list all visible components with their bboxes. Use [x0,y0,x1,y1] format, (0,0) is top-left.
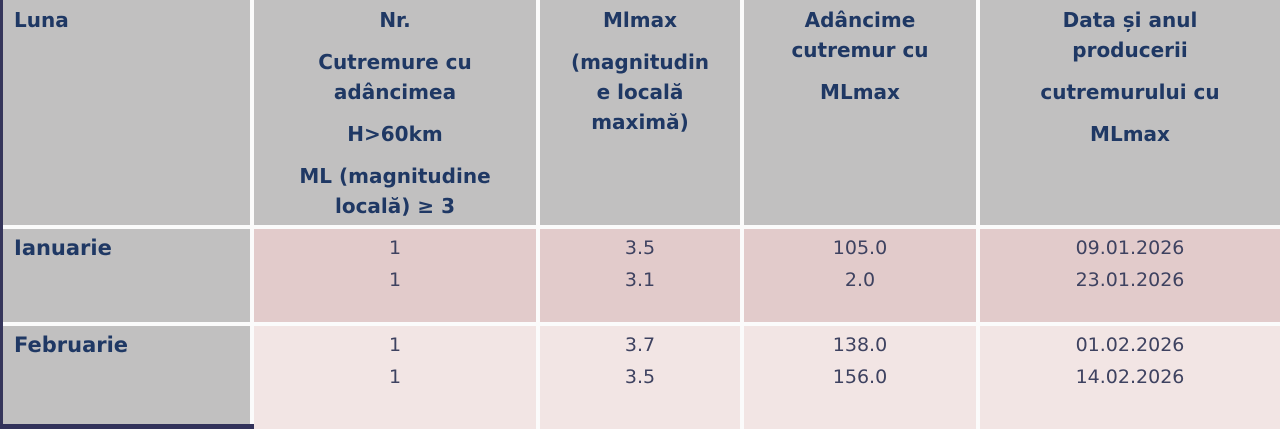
value-cell-ianuarie-date: 09.01.2026 23.01.2026 [980,229,1280,322]
header-adancime-line2: MLmax [820,80,900,104]
header-data-line1: Data și anul producerii [1062,8,1198,62]
value-cell-februarie-depth: 138.0 156.0 [744,326,976,429]
value-cell-ianuarie-depth: 105.0 2.0 [744,229,976,322]
left-edge-accent-line [0,0,3,429]
header-cell-nr-cutremure: Nr. Cutremure cu adâncimea H>60km ML (mag… [254,0,536,225]
month-cell-februarie: Februarie [0,326,250,429]
header-adancime-line1: Adâncime cutremur cu [791,8,929,62]
month-cell-ianuarie: Ianuarie [0,229,250,322]
header-data-line3: MLmax [1090,122,1170,146]
header-mlmax-line1: Mlmax [603,8,677,32]
header-cell-data-anul: Data și anul producerii cutremurului cu M… [980,0,1280,225]
bottom-accent-bar [0,424,254,429]
value-cell-ianuarie-mlmax: 3.5 3.1 [540,229,740,322]
header-cell-luna: Luna [0,0,250,225]
header-nr-line2: Cutremure cu adâncimea [318,50,472,104]
value-cell-februarie-mlmax: 3.7 3.5 [540,326,740,429]
header-nr-line4: ML (magnitudine locală) ≥ 3 [299,164,491,218]
header-mlmax-line2: (magnitudin e locală maximă) [570,50,710,134]
header-nr-line3: H>60km [347,122,443,146]
value-cell-februarie-date: 01.02.2026 14.02.2026 [980,326,1280,429]
header-data-line2: cutremurului cu [1040,80,1220,104]
header-cell-mlmax: Mlmax (magnitudin e locală maximă) [540,0,740,225]
header-cell-adancime: Adâncime cutremur cu MLmax [744,0,976,225]
header-nr-line1: Nr. [379,8,411,32]
